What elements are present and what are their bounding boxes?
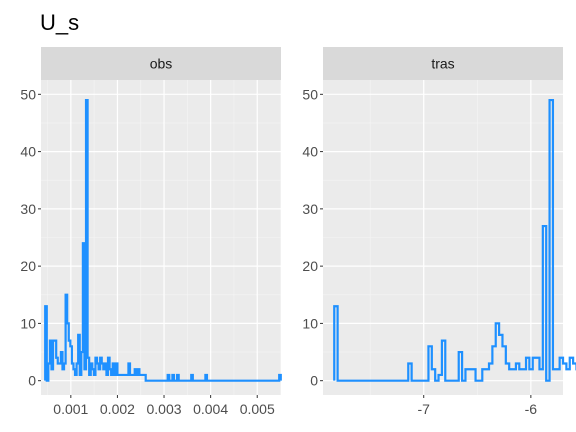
y-tick-label: 0 xyxy=(310,373,318,389)
histogram-line xyxy=(44,98,282,382)
x-tick-label: -7 xyxy=(417,401,430,417)
x-tick-label: 0.004 xyxy=(193,401,228,417)
panel-tras: tras 0 10 20 30 40 50 -7 -6 xyxy=(302,47,576,417)
x-tick-label: 0.002 xyxy=(100,401,135,417)
y-tick-label: 20 xyxy=(20,258,36,274)
y-tick-label: 30 xyxy=(20,201,36,217)
y-tick-label: 40 xyxy=(20,144,36,160)
x-tick-label: 0.005 xyxy=(240,401,275,417)
y-tick-label: 40 xyxy=(302,144,318,160)
y-tick-label: 50 xyxy=(302,86,318,102)
y-tick-label: 20 xyxy=(302,258,318,274)
y-tick-label: 0 xyxy=(28,373,36,389)
y-tick-label: 10 xyxy=(302,315,318,331)
histogram-line xyxy=(333,98,576,382)
strip-background xyxy=(41,47,281,80)
y-tick-label: 10 xyxy=(20,315,36,331)
strip-label: tras xyxy=(431,56,454,72)
strip-background xyxy=(323,47,563,80)
x-tick-label: 0.001 xyxy=(53,401,88,417)
chart-title: U_s xyxy=(40,10,79,35)
y-tick-label: 30 xyxy=(302,201,318,217)
x-tick-label: -6 xyxy=(525,401,538,417)
panel-obs: obs 0 10 20 30 40 50 0.001 0.002 0.003 0.004 0.005 xyxy=(20,47,282,417)
y-tick-label: 50 xyxy=(20,86,36,102)
x-tick-label: 0.003 xyxy=(147,401,182,417)
strip-label: obs xyxy=(150,56,173,72)
facet-panels: obs 0 10 20 30 40 50 0.001 0.002 0.003 0.004 0.005 t… xyxy=(20,47,576,417)
